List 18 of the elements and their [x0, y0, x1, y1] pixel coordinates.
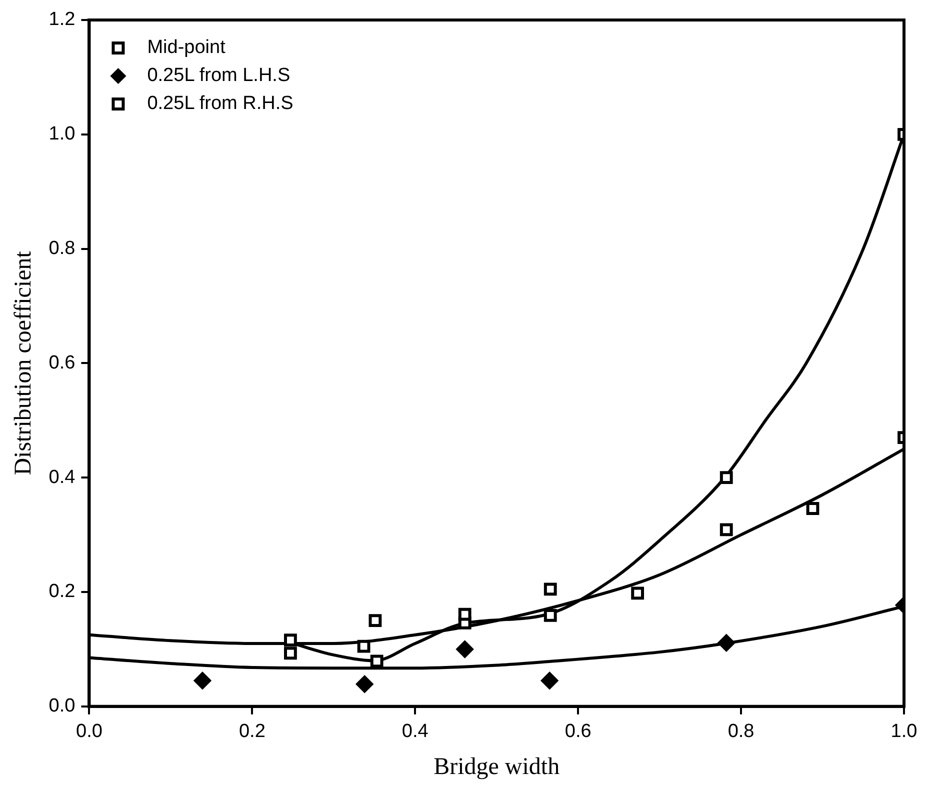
x-tick-label: 0.6	[564, 721, 592, 742]
x-tick-label: 0.0	[76, 721, 102, 742]
y-tick-label: 0.2	[48, 581, 76, 602]
x-tick-label: 1.0	[890, 721, 918, 742]
y-tick-label: 0.0	[48, 696, 76, 717]
x-tick-label: 0.8	[728, 721, 754, 742]
x-tick-label: 0.4	[402, 721, 429, 742]
y-tick-label: 1.0	[48, 124, 76, 145]
legend-label: Mid-point	[147, 37, 226, 58]
y-tick-label: 1.2	[48, 9, 76, 30]
y-tick-label: 0.6	[48, 352, 76, 374]
y-axis-title: Distribution coefficient	[10, 250, 37, 476]
legend-label: 0.25L from R.H.S	[147, 93, 294, 114]
legend-label: 0.25L from L.H.S	[147, 65, 290, 86]
x-axis-title: Bridge width	[434, 754, 560, 780]
y-tick-label: 0.8	[48, 238, 76, 260]
x-tick-label: 0.2	[238, 721, 266, 742]
y-tick-label: 0.4	[48, 466, 76, 488]
